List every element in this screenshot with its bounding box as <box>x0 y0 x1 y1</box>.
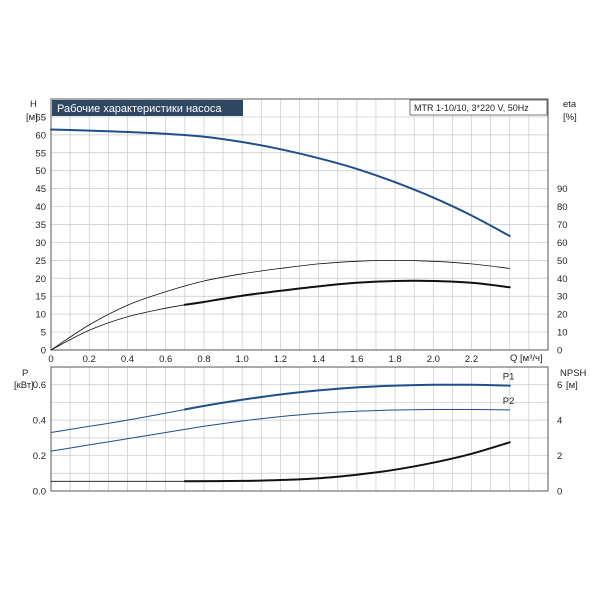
tick-labels-group: 0510152025303540455055606501020304050607… <box>33 112 568 497</box>
upper-left-tick-label: 10 <box>35 310 46 321</box>
series-labels-group: P1 P2 <box>503 372 515 407</box>
model-label-box <box>409 99 548 116</box>
upper-right-tick-label: 70 <box>557 220 568 231</box>
upper-right-tick-label: 0 <box>557 346 562 357</box>
upper-left-tick-label: 60 <box>35 130 46 141</box>
lower-right-axis-title: NPSH <box>560 368 587 379</box>
upper-left-tick-label: 25 <box>35 256 46 267</box>
lower-panel-frame <box>50 366 549 492</box>
lower-right-tick-label: 6 <box>557 380 562 391</box>
series-line-eta_bold <box>183 279 511 306</box>
upper-left-tick-label: 55 <box>35 148 46 159</box>
x-tick-label: 0 <box>48 354 53 365</box>
x-tick-label: 2.0 <box>427 354 440 365</box>
series-label-p1_bold: P1 <box>503 372 515 383</box>
upper-left-axis-unit: [м] <box>26 112 38 123</box>
x-tick-label: 1.2 <box>274 354 287 365</box>
upper-left-tick-label: 5 <box>41 328 46 339</box>
lower-right-tick-label: 0 <box>557 487 562 498</box>
upper-series-group <box>50 128 511 351</box>
series-label-p2: P2 <box>503 396 515 407</box>
x-tick-label: 0.2 <box>83 354 96 365</box>
chart-title-box <box>52 100 243 116</box>
upper-left-tick-label: 35 <box>35 220 46 231</box>
upper-left-tick-label: 30 <box>35 238 46 249</box>
upper-right-axis-unit: [%] <box>563 112 577 123</box>
x-tick-label: 0.8 <box>197 354 210 365</box>
upper-right-tick-label: 40 <box>557 274 568 285</box>
upper-right-tick-label: 30 <box>557 292 568 303</box>
lower-left-tick-label: 0.6 <box>33 380 46 391</box>
lower-left-tick-label: 0.0 <box>33 487 46 498</box>
series-line-p1_bold <box>183 383 511 411</box>
series-line-eta_thin <box>50 260 511 351</box>
series-line-eta_pump <box>50 304 186 351</box>
upper-right-tick-label: 60 <box>557 238 568 249</box>
upper-right-tick-label: 80 <box>557 202 568 213</box>
lower-left-tick-label: 0.4 <box>33 416 46 427</box>
x-tick-label: 0.6 <box>159 354 172 365</box>
x-tick-label: 1.6 <box>350 354 363 365</box>
upper-right-tick-label: 90 <box>557 184 568 195</box>
upper-left-tick-label: 45 <box>35 184 46 195</box>
lower-right-tick-label: 2 <box>557 451 562 462</box>
lower-left-axis-unit: [кВт] <box>14 380 34 391</box>
lower-series-group <box>50 383 511 483</box>
upper-right-tick-label: 20 <box>557 310 568 321</box>
upper-grid <box>51 99 548 350</box>
series-line-head <box>50 128 511 237</box>
x-tick-label: 1.4 <box>312 354 325 365</box>
upper-right-tick-label: 50 <box>557 256 568 267</box>
upper-left-tick-label: 0 <box>41 346 46 357</box>
chart-title: Рабочие характеристики насоса <box>57 103 222 115</box>
upper-left-tick-label: 40 <box>35 202 46 213</box>
x-tick-label: 0.4 <box>121 354 134 365</box>
lower-left-tick-label: 0.2 <box>33 451 46 462</box>
upper-left-tick-label: 15 <box>35 292 46 303</box>
upper-left-axis-title: H <box>30 99 37 110</box>
lower-right-tick-label: 4 <box>557 416 562 427</box>
upper-right-tick-label: 10 <box>557 328 568 339</box>
lower-left-axis-title: P <box>22 368 28 379</box>
upper-left-tick-label: 65 <box>35 112 46 123</box>
x-axis-title: Q [м³/ч] <box>510 353 543 364</box>
series-line-p2 <box>50 408 511 452</box>
x-tick-label: 2.2 <box>465 354 478 365</box>
upper-left-tick-label: 50 <box>35 166 46 177</box>
model-label: MTR 1-10/10, 3*220 V, 50Hz <box>414 103 529 113</box>
x-tick-label: 1.0 <box>236 354 249 365</box>
upper-left-tick-label: 20 <box>35 274 46 285</box>
lower-right-axis-unit: [м] <box>566 380 578 391</box>
upper-panel-frame <box>50 98 549 351</box>
x-tick-label: 1.8 <box>388 354 401 365</box>
upper-right-axis-title: eta <box>563 99 577 110</box>
series-line-p1_thin <box>50 409 186 433</box>
series-line-npsh_bold <box>183 441 511 483</box>
